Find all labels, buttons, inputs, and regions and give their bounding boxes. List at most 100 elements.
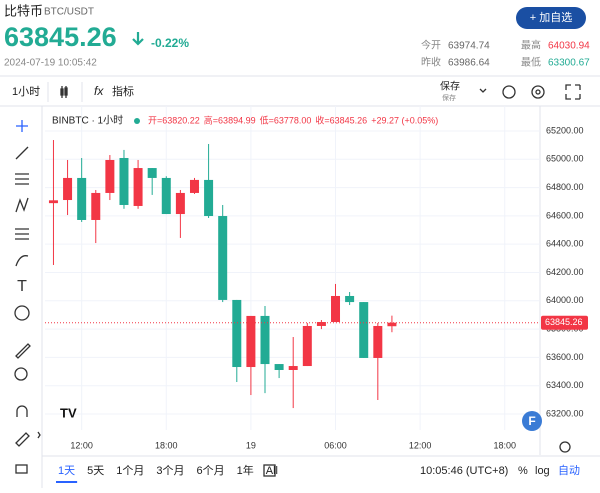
clock: 10:05:46 (UTC+8) — [420, 465, 508, 477]
range-button[interactable]: 1天 — [58, 465, 75, 477]
down-arrow — [132, 32, 144, 46]
text-tool[interactable]: T — [17, 278, 27, 295]
candle-icon[interactable] — [60, 86, 68, 98]
x-tick-label: 18:00 — [493, 440, 516, 450]
log-toggle[interactable]: log — [535, 465, 550, 477]
stat-value: 64030.94 — [548, 41, 590, 52]
legend-item: 高=63894.99 — [204, 114, 256, 125]
interval[interactable]: 1小时 — [12, 85, 40, 98]
candle-body — [204, 179, 214, 217]
candle-body — [373, 325, 383, 358]
x-tick-label: 12:00 — [409, 440, 432, 450]
zoom-tool[interactable] — [14, 367, 28, 381]
save-sub[interactable]: 保存 — [442, 93, 456, 102]
legend-item: +29.27 (+0.05%) — [371, 115, 438, 125]
legend-item: 低=63778.00 — [260, 114, 312, 125]
candle-body — [274, 364, 284, 370]
x-tick-label: 19 — [246, 440, 256, 450]
candle-body — [316, 322, 326, 326]
indicators[interactable]: 指标 — [112, 84, 134, 98]
range-button[interactable]: All — [266, 465, 278, 477]
candle-body — [48, 200, 58, 204]
candle-body — [63, 177, 73, 201]
title: 比特币 — [4, 3, 43, 18]
fib-tool[interactable] — [15, 173, 29, 185]
auto-toggle[interactable]: 自动 — [558, 464, 580, 477]
y-tick-label: 64600.00 — [546, 210, 584, 220]
range-button[interactable]: 3个月 — [156, 464, 184, 477]
candle-body — [345, 295, 355, 303]
stat-label: 今开 — [421, 39, 441, 52]
alert-icon[interactable] — [502, 85, 516, 99]
dropdown[interactable] — [479, 88, 487, 93]
settings-icon — [535, 89, 541, 95]
brush-tool[interactable] — [15, 255, 29, 267]
candle-body — [302, 325, 312, 367]
emoji-tool[interactable] — [14, 305, 30, 321]
legend-item: 收=63845.26 — [315, 114, 367, 125]
candle-body — [189, 179, 199, 193]
candle-body — [359, 302, 369, 358]
y-tick-label: 64400.00 — [546, 239, 584, 249]
x-tick-label: 06:00 — [324, 440, 347, 450]
measure-tool[interactable] — [15, 228, 29, 240]
datetime: 2024-07-19 10:05:42 — [4, 58, 97, 69]
f-badge[interactable] — [522, 411, 542, 431]
range-button[interactable]: 6个月 — [197, 464, 225, 477]
candle-body — [133, 168, 143, 206]
y-tick-label: 65000.00 — [546, 154, 584, 164]
grid — [45, 106, 540, 430]
candle-body — [218, 216, 228, 300]
range-button[interactable]: 1个月 — [116, 464, 144, 477]
stat-value: 63986.64 — [448, 58, 490, 69]
y-tick-label: 64800.00 — [546, 182, 584, 192]
lock-drawing-tool[interactable] — [15, 432, 30, 447]
ruler-tool[interactable] — [15, 343, 31, 359]
tv-logo[interactable]: TV — [60, 405, 77, 420]
settings-icon[interactable] — [531, 85, 545, 99]
candle-body — [119, 157, 129, 205]
candle-body — [161, 177, 171, 215]
candle-body — [232, 299, 242, 368]
magnet-tool[interactable] — [16, 405, 28, 417]
range-button[interactable]: 1年 — [237, 463, 254, 477]
crosshair-tool[interactable] — [16, 120, 28, 132]
stat-label: 最高 — [521, 39, 541, 52]
candle-body — [175, 192, 185, 215]
x-tick-label: 18:00 — [155, 440, 178, 450]
candle-body — [147, 168, 157, 178]
candle-body — [91, 192, 101, 220]
range-button[interactable]: 5天 — [87, 465, 104, 477]
stat-label: 昨收 — [421, 56, 441, 69]
candle-body — [387, 322, 397, 327]
axis-settings[interactable] — [559, 441, 571, 453]
candle-body — [260, 315, 270, 365]
last-price-label: 63845.26 — [545, 317, 583, 327]
status-dot — [134, 118, 140, 124]
drawing-tools: T — [14, 120, 41, 474]
symbol: BINBTC · 1小时 — [52, 115, 123, 127]
y-tick-label: 63200.00 — [546, 408, 584, 418]
candle-body — [246, 315, 256, 368]
add-watchlist-label[interactable]: + 加自选 — [530, 11, 572, 24]
calendar-icon[interactable] — [263, 464, 276, 477]
pattern-tool[interactable] — [15, 197, 29, 213]
candle-body — [331, 295, 341, 323]
f-badge-label[interactable]: F — [528, 414, 535, 428]
fx-icon[interactable]: fx — [94, 84, 104, 98]
expand-toolbar[interactable] — [37, 431, 41, 439]
y-tick-label: 64200.00 — [546, 267, 584, 277]
legend-item: 开=63820.22 — [148, 115, 200, 125]
line-tool[interactable] — [15, 146, 29, 160]
percent-toggle[interactable]: % — [518, 465, 528, 477]
y-tick-label: 63400.00 — [546, 380, 584, 390]
lock-tool[interactable] — [15, 464, 28, 474]
stat-value: 63300.67 — [548, 58, 590, 69]
stat-value: 63974.74 — [448, 41, 490, 52]
fullscreen-icon[interactable] — [565, 84, 581, 100]
save[interactable]: 保存 — [440, 80, 460, 93]
add-watchlist-button[interactable] — [516, 7, 586, 29]
candle-body — [77, 177, 87, 220]
